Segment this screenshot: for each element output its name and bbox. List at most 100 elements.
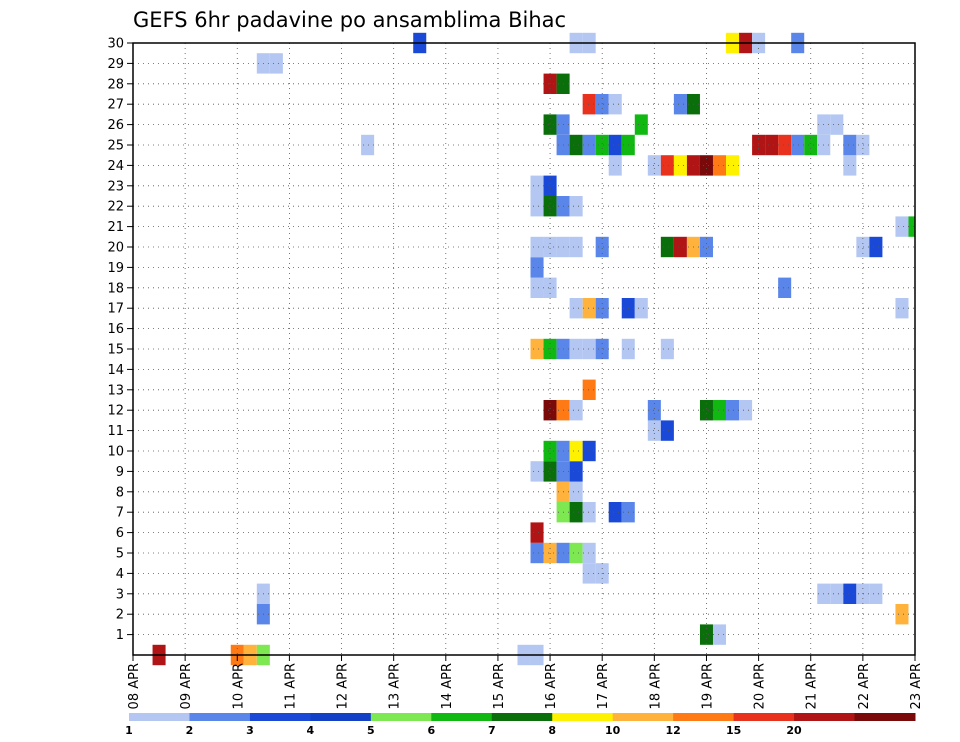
colorbar-swatch [249, 713, 311, 721]
colorbar-swatch [431, 713, 493, 721]
heatmap-cell [908, 216, 915, 237]
heatmap-cell [269, 53, 283, 74]
heatmap-cell [608, 134, 622, 156]
cells-layer [152, 32, 915, 666]
y-tick-label: 30 [107, 37, 124, 52]
x-tick-label: 20 APR [753, 663, 768, 709]
y-tick-label: 7 [116, 506, 124, 521]
heatmap-cell [712, 400, 727, 421]
heatmap-cell [582, 338, 596, 360]
heatmap-cell [361, 134, 375, 156]
heatmap-cell [647, 420, 661, 441]
heatmap-cell [582, 298, 596, 319]
heatmap-cell [582, 379, 596, 400]
y-tick-label: 2 [116, 608, 124, 623]
y-axis: 1234567891011121314151617181920212223242… [107, 37, 133, 643]
colorbar-label: 5 [367, 724, 375, 737]
colorbar-swatch [189, 713, 251, 721]
heatmap-cell [660, 236, 674, 258]
y-tick-label: 14 [107, 363, 124, 378]
x-tick-label: 09 APR [179, 663, 194, 709]
y-tick-label: 9 [116, 465, 124, 480]
x-tick-label: 21 APR [805, 663, 820, 709]
heatmap-cell [895, 298, 909, 319]
heatmap-cell [673, 94, 687, 115]
x-tick-label: 12 APR [336, 663, 351, 709]
heatmap-cell [530, 236, 544, 258]
heatmap-cell [569, 134, 583, 156]
colorbar-label: 3 [246, 724, 254, 737]
heatmap-cell [856, 134, 870, 156]
y-tick-label: 4 [116, 567, 124, 582]
y-tick-label: 27 [107, 98, 124, 113]
heatmap-cell [739, 400, 753, 421]
y-tick-label: 21 [107, 220, 124, 235]
heatmap-cell [608, 502, 622, 523]
x-tick-label: 22 APR [857, 663, 872, 709]
heatmap-cell [778, 134, 792, 156]
heatmap-cell [530, 257, 544, 278]
x-tick-label: 19 APR [700, 663, 715, 709]
heatmap-cell [582, 440, 596, 462]
y-tick-label: 24 [107, 159, 124, 174]
heatmap-cell [673, 236, 687, 258]
heatmap-cell [595, 236, 609, 258]
heatmap-cell [647, 400, 661, 421]
y-tick-label: 6 [116, 526, 124, 541]
colorbar-label: 8 [548, 724, 556, 737]
heatmap-cell [843, 583, 857, 604]
y-tick-label: 1 [116, 628, 124, 643]
heatmap-cell [569, 196, 583, 217]
y-tick-label: 15 [107, 343, 124, 358]
heatmap-cell [660, 155, 674, 176]
y-tick-label: 29 [107, 57, 124, 72]
colorbar-label: 20 [786, 724, 802, 737]
heatmap-cell [699, 400, 713, 421]
y-tick-label: 18 [107, 281, 124, 296]
heatmap-cell [673, 155, 687, 176]
y-tick-label: 23 [107, 179, 124, 194]
colorbar-swatch [673, 713, 735, 721]
y-tick-label: 8 [116, 485, 124, 500]
heatmap-cell [569, 481, 583, 502]
colorbar-label: 6 [427, 724, 435, 737]
heatmap-cell [830, 583, 844, 604]
y-tick-label: 17 [107, 302, 124, 317]
heatmap-cell [895, 216, 909, 237]
heatmap-cell [830, 114, 844, 135]
colorbar-swatch [310, 713, 372, 721]
y-tick-label: 16 [107, 322, 124, 337]
y-tick-label: 20 [107, 241, 124, 256]
heatmap-cell [543, 196, 557, 217]
heatmap-cell [869, 583, 883, 604]
heatmap-cell [699, 624, 713, 645]
heatmap-cell [647, 155, 661, 176]
heatmap-cell [778, 277, 792, 298]
heatmap-cell [582, 542, 596, 564]
y-tick-label: 3 [116, 587, 124, 602]
y-tick-label: 28 [107, 77, 124, 92]
heatmap-cell [569, 338, 583, 360]
y-tick-label: 26 [107, 118, 124, 133]
heatmap-cell [530, 542, 544, 564]
x-tick-label: 23 APR [909, 663, 924, 709]
x-tick-label: 08 APR [127, 663, 142, 709]
heatmap-cell [543, 114, 557, 135]
colorbar-label: 7 [488, 724, 496, 737]
y-tick-label: 13 [107, 383, 124, 398]
y-tick-label: 5 [116, 547, 124, 562]
heatmap-cell [699, 236, 713, 258]
heatmap-cell [543, 175, 557, 196]
chart-title: GEFS 6hr padavine po ansamblima Bihac [133, 8, 566, 32]
colorbar-label: 12 [665, 724, 680, 737]
heatmap-cell [569, 298, 583, 319]
heatmap-cell [530, 338, 544, 360]
heatmap-cell [569, 440, 583, 462]
y-tick-label: 22 [107, 200, 124, 215]
heatmap-cell [791, 134, 805, 156]
heatmap-cell [634, 298, 648, 319]
colorbar-swatch [370, 713, 432, 721]
heatmap-cell [712, 624, 727, 645]
